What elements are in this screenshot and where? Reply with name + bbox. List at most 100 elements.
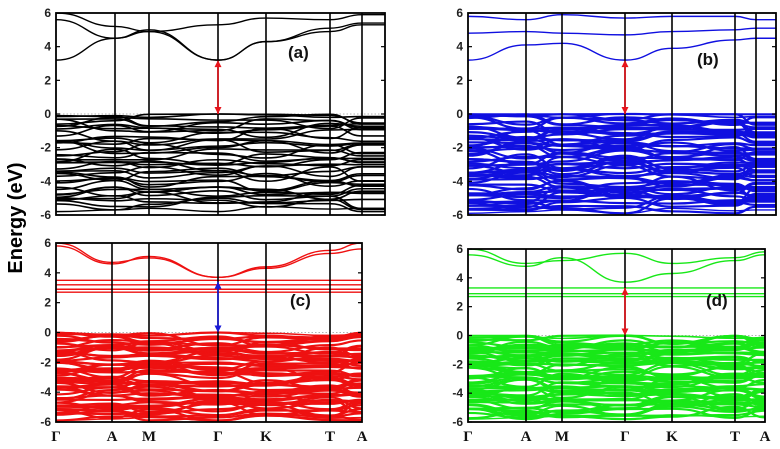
valence-band-line: [468, 147, 776, 162]
valence-band-line: [56, 122, 385, 139]
conduction-bands: [468, 249, 765, 298]
y-tick-label: 0: [44, 107, 51, 121]
conduction-band-line: [56, 24, 385, 61]
valence-band-line: [56, 191, 385, 204]
conduction-band-line: [56, 19, 385, 61]
y-tick-label: -6: [40, 415, 51, 429]
y-tick-label: -6: [452, 208, 463, 222]
panel-a: 6 4 2 0 -2 -4 -6 (a): [40, 6, 386, 222]
y-tick-label: -4: [40, 174, 51, 188]
k-point-label: M: [555, 429, 569, 445]
y-tick-label: 2: [456, 300, 463, 314]
k-point-label: A: [107, 429, 118, 445]
panel-label: (d): [706, 291, 728, 310]
valence-band-line: [56, 186, 385, 199]
valence-band-line: [468, 385, 765, 396]
k-point-label: Γ: [51, 429, 61, 445]
valence-band-line: [56, 138, 385, 153]
conduction-band-line: [56, 13, 385, 33]
y-tick-label: -2: [40, 141, 51, 155]
k-point-label: A: [357, 429, 368, 445]
k-point-label: Γ: [213, 429, 223, 445]
y-tick-label: 6: [44, 236, 51, 250]
k-point-label: T: [730, 429, 740, 445]
conduction-bands: [56, 13, 385, 61]
y-tick-label: -4: [452, 174, 463, 188]
valence-band-line: [468, 345, 765, 358]
y-tick-label: 2: [44, 73, 51, 87]
valence-band-line: [56, 123, 385, 137]
k-point-label: Γ: [463, 429, 473, 445]
y-tick-label: -2: [40, 355, 51, 369]
valence-band-line: [56, 158, 385, 170]
valence-band-bottom: [468, 207, 776, 215]
k-point-label: A: [521, 429, 532, 445]
valence-band-line: [56, 166, 385, 183]
y-tick-label: 2: [44, 296, 51, 310]
plot-area: [56, 243, 362, 422]
y-tick-label: 4: [456, 271, 463, 285]
panel-label: (c): [290, 291, 311, 310]
valence-band-line: [56, 137, 385, 146]
y-tick-label: 4: [456, 40, 463, 54]
valence-band-top: [56, 331, 362, 337]
valence-band-bottom: [468, 414, 765, 420]
y-tick-label: -2: [452, 141, 463, 155]
y-tick-label: 0: [456, 107, 463, 121]
k-point-label: K: [666, 429, 678, 445]
valence-band-line: [56, 143, 385, 159]
valence-band-line: [468, 113, 776, 121]
conduction-band-line: [468, 37, 776, 61]
valence-band-line: [56, 113, 385, 127]
y-tick-label: 6: [44, 6, 51, 20]
valence-band-line: [468, 164, 776, 181]
y-tick-label: 6: [456, 242, 463, 256]
valence-band-line: [468, 153, 776, 170]
conduction-band-line: [468, 13, 776, 21]
y-tick-label: -2: [452, 357, 463, 371]
valence-band-line: [468, 155, 776, 170]
y-tick-label: -4: [40, 385, 51, 399]
valence-band-top: [56, 113, 385, 119]
y-tick-label: 0: [44, 326, 51, 340]
valence-band-line: [56, 148, 385, 165]
band-gap-arrow-tail: [214, 107, 222, 114]
band-gap-arrow-tail: [621, 107, 629, 114]
band-gap-arrow-tail: [214, 281, 222, 289]
valence-band-bottom: [56, 205, 385, 213]
plot-area: [56, 13, 385, 213]
valence-band-line: [56, 376, 362, 389]
y-tick-label: -4: [452, 386, 463, 400]
valence-bands: [468, 334, 765, 421]
valence-band-line: [468, 120, 776, 138]
valence-band-line: [468, 115, 776, 127]
panel-c: 6 4 2 0 -2 -4 -6 (c) Γ A M Γ K T A: [40, 236, 367, 445]
band-gap-arrow-head: [214, 325, 222, 333]
conduction-bands: [56, 243, 362, 293]
k-point-label: M: [142, 429, 156, 445]
panel-label: (a): [288, 43, 309, 62]
panel-label: (b): [697, 50, 719, 69]
valence-bands: [56, 331, 362, 422]
valence-band-top: [468, 113, 776, 119]
plot-area: [468, 13, 776, 215]
conduction-bands: [468, 13, 776, 61]
y-tick-label: 0: [456, 329, 463, 343]
valence-band-line: [56, 126, 385, 144]
k-point-label: T: [325, 429, 335, 445]
panel-b: 6 4 2 0 -2 -4 -6 (b): [452, 6, 777, 222]
panel-d: 6 4 2 0 -2 -4 -6 (d) Γ A M Γ K T A: [452, 242, 770, 445]
k-point-label: A: [760, 429, 771, 445]
valence-band-line: [56, 163, 385, 179]
valence-band-line: [468, 141, 776, 150]
valence-bands: [468, 112, 776, 215]
plot-area: [468, 249, 765, 421]
y-tick-label: 4: [44, 40, 51, 54]
y-tick-label: 6: [456, 6, 463, 20]
y-tick-label: -6: [452, 415, 463, 429]
y-axis-label: Energy (eV): [5, 162, 27, 273]
valence-band-line: [468, 197, 776, 215]
k-point-label: Γ: [620, 429, 630, 445]
valence-band-line: [468, 198, 776, 206]
